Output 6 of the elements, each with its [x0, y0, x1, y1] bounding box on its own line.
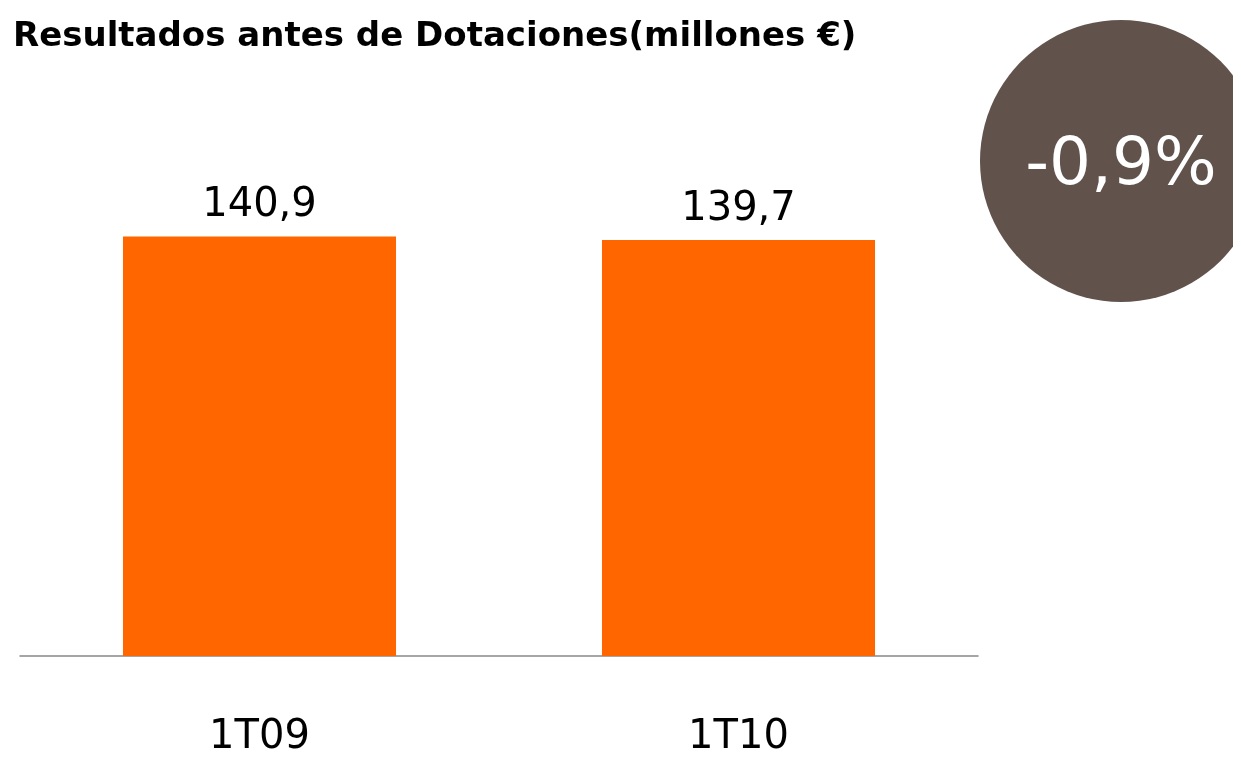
chart-title: Resultados antes de Dotaciones(millones €) [13, 14, 857, 54]
x-tick-label: 1T10 [688, 711, 789, 757]
data-label: 140,9 [202, 179, 317, 226]
data-label: 139,7 [681, 183, 796, 230]
text: -0,9% [1025, 122, 1217, 200]
x-tick-label: 1T09 [209, 711, 310, 757]
